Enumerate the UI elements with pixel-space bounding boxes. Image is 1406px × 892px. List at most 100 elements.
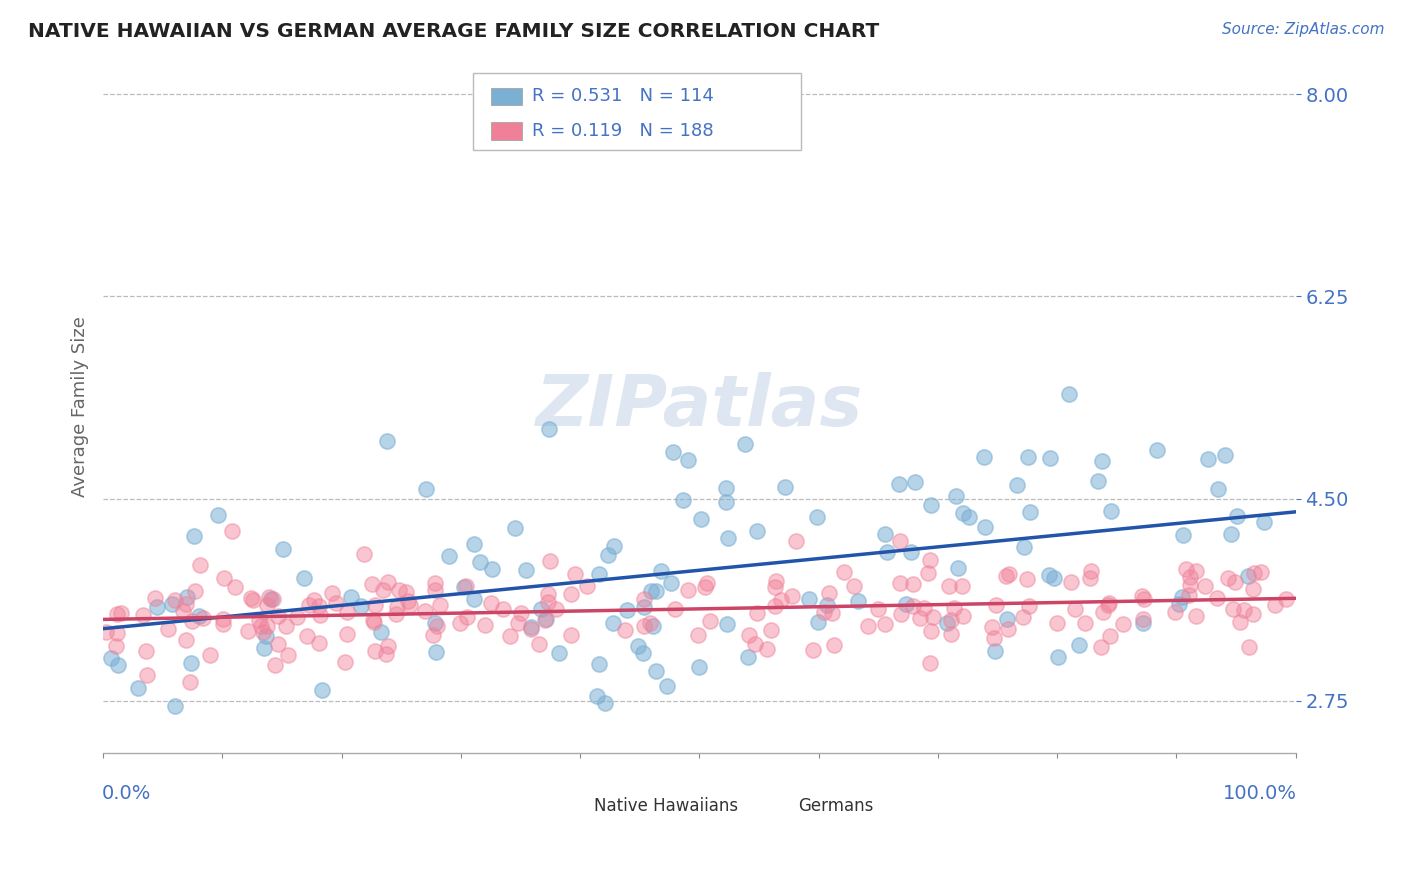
- Point: [922, 610, 945, 624]
- Point: [1098, 629, 1121, 643]
- Point: [593, 696, 616, 710]
- Y-axis label: Average Family Size: Average Family Size: [72, 316, 89, 497]
- Point: [941, 627, 963, 641]
- Point: [547, 646, 569, 660]
- Point: [1222, 601, 1244, 615]
- Point: [1216, 571, 1239, 585]
- Point: [901, 577, 924, 591]
- Point: [938, 578, 960, 592]
- Text: NATIVE HAWAIIAN VS GERMAN AVERAGE FAMILY SIZE CORRELATION CHART: NATIVE HAWAIIAN VS GERMAN AVERAGE FAMILY…: [28, 22, 879, 41]
- Point: [425, 645, 447, 659]
- Point: [696, 575, 718, 590]
- Point: [132, 608, 155, 623]
- Point: [737, 650, 759, 665]
- FancyBboxPatch shape: [472, 73, 801, 150]
- Point: [1168, 597, 1191, 611]
- Point: [107, 658, 129, 673]
- Point: [765, 574, 787, 589]
- Point: [998, 567, 1021, 582]
- Point: [1171, 527, 1194, 541]
- Point: [188, 609, 211, 624]
- Point: [650, 565, 672, 579]
- Point: [714, 481, 737, 495]
- Point: [361, 613, 384, 627]
- Point: [560, 587, 582, 601]
- Point: [110, 606, 132, 620]
- Point: [716, 616, 738, 631]
- Bar: [491, 122, 522, 140]
- Point: [252, 625, 274, 640]
- Point: [1241, 607, 1264, 622]
- Point: [537, 422, 560, 436]
- Point: [1073, 616, 1095, 631]
- Point: [415, 604, 437, 618]
- Point: [385, 607, 408, 621]
- Point: [638, 615, 661, 630]
- Point: [1253, 516, 1275, 530]
- Point: [813, 605, 835, 619]
- Point: [146, 600, 169, 615]
- Point: [530, 602, 553, 616]
- Point: [395, 585, 418, 599]
- Point: [641, 618, 664, 632]
- Point: [1146, 443, 1168, 458]
- Point: [174, 632, 197, 647]
- Point: [191, 611, 214, 625]
- Point: [806, 510, 828, 524]
- Point: [950, 579, 973, 593]
- Point: [224, 580, 246, 594]
- Point: [260, 591, 283, 606]
- Point: [889, 534, 911, 549]
- Point: [984, 598, 1007, 612]
- Point: [520, 622, 543, 636]
- Point: [377, 639, 399, 653]
- Point: [640, 583, 662, 598]
- Point: [211, 612, 233, 626]
- Point: [425, 582, 447, 597]
- Point: [973, 520, 995, 534]
- Point: [534, 613, 557, 627]
- Point: [876, 545, 898, 559]
- Point: [1046, 615, 1069, 630]
- Point: [1178, 588, 1201, 602]
- Point: [221, 524, 243, 538]
- Point: [536, 612, 558, 626]
- Point: [308, 608, 330, 623]
- Bar: [491, 87, 522, 105]
- Point: [616, 603, 638, 617]
- Point: [945, 489, 967, 503]
- Point: [1233, 602, 1256, 616]
- Point: [105, 607, 128, 621]
- Point: [1087, 474, 1109, 488]
- Point: [422, 628, 444, 642]
- Point: [239, 591, 262, 606]
- Point: [295, 629, 318, 643]
- Point: [503, 521, 526, 535]
- Point: [856, 619, 879, 633]
- Point: [335, 605, 357, 619]
- Point: [942, 601, 965, 615]
- Point: [1097, 596, 1119, 610]
- Point: [917, 566, 939, 580]
- Point: [519, 620, 541, 634]
- Point: [603, 539, 626, 553]
- Point: [360, 577, 382, 591]
- Point: [759, 623, 782, 637]
- Point: [564, 567, 586, 582]
- Point: [207, 508, 229, 522]
- Point: [807, 615, 830, 629]
- Point: [264, 658, 287, 673]
- Point: [1018, 599, 1040, 613]
- Point: [1178, 578, 1201, 592]
- Point: [633, 592, 655, 607]
- Point: [1005, 477, 1028, 491]
- Point: [388, 583, 411, 598]
- Point: [1012, 540, 1035, 554]
- Point: [678, 582, 700, 597]
- Point: [1243, 566, 1265, 580]
- Point: [890, 607, 912, 621]
- Point: [920, 656, 942, 670]
- Point: [340, 590, 363, 604]
- Point: [755, 642, 778, 657]
- Point: [875, 527, 897, 541]
